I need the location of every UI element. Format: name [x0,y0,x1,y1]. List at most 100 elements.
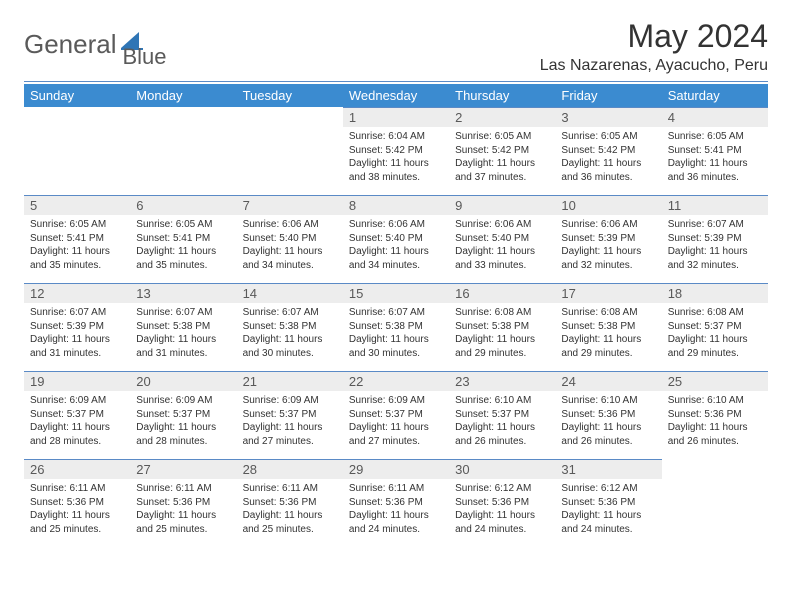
day-details: Sunrise: 6:11 AMSunset: 5:36 PMDaylight:… [24,479,130,540]
calendar-cell: 28Sunrise: 6:11 AMSunset: 5:36 PMDayligh… [237,459,343,547]
daylight-line: Daylight: 11 hours and 37 minutes. [455,157,549,184]
day-details: Sunrise: 6:09 AMSunset: 5:37 PMDaylight:… [343,391,449,452]
sunrise-line: Sunrise: 6:11 AM [349,482,443,496]
calendar-cell: 5Sunrise: 6:05 AMSunset: 5:41 PMDaylight… [24,195,130,283]
sunrise-line: Sunrise: 6:07 AM [243,306,337,320]
day-number: 5 [24,195,130,215]
day-details: Sunrise: 6:09 AMSunset: 5:37 PMDaylight:… [24,391,130,452]
calendar-cell: 15Sunrise: 6:07 AMSunset: 5:38 PMDayligh… [343,283,449,371]
daylight-line: Daylight: 11 hours and 24 minutes. [561,509,655,536]
day-details: Sunrise: 6:06 AMSunset: 5:39 PMDaylight:… [555,215,661,276]
daylight-line: Daylight: 11 hours and 38 minutes. [349,157,443,184]
sunset-line: Sunset: 5:37 PM [668,320,762,334]
daylight-line: Daylight: 11 hours and 25 minutes. [136,509,230,536]
sunset-line: Sunset: 5:38 PM [136,320,230,334]
calendar-cell: 18Sunrise: 6:08 AMSunset: 5:37 PMDayligh… [662,283,768,371]
day-details: Sunrise: 6:05 AMSunset: 5:42 PMDaylight:… [555,127,661,188]
day-number: 23 [449,371,555,391]
sunrise-line: Sunrise: 6:05 AM [668,130,762,144]
sunrise-line: Sunrise: 6:06 AM [561,218,655,232]
day-number: 16 [449,283,555,303]
calendar-week-row: 1Sunrise: 6:04 AMSunset: 5:42 PMDaylight… [24,107,768,195]
daylight-line: Daylight: 11 hours and 28 minutes. [136,421,230,448]
day-number: 24 [555,371,661,391]
sunset-line: Sunset: 5:41 PM [30,232,124,246]
sunset-line: Sunset: 5:36 PM [136,496,230,510]
logo-text-b: Blue [123,44,167,70]
calendar-cell: 21 Sunrise: 6:09 AMSunset: 5:37 PMDayligh… [237,371,343,459]
calendar-cell [662,459,768,547]
calendar-cell: 30Sunrise: 6:12 AMSunset: 5:36 PMDayligh… [449,459,555,547]
sunrise-line: Sunrise: 6:04 AM [349,130,443,144]
calendar-cell: 8Sunrise: 6:06 AMSunset: 5:40 PMDaylight… [343,195,449,283]
sunrise-line: Sunrise: 6:11 AM [243,482,337,496]
calendar-cell: 11Sunrise: 6:07 AMSunset: 5:39 PMDayligh… [662,195,768,283]
sunset-line: Sunset: 5:37 PM [243,408,337,422]
day-details: Sunrise: 6:12 AMSunset: 5:36 PMDaylight:… [449,479,555,540]
daylight-line: Daylight: 11 hours and 32 minutes. [561,245,655,272]
calendar-cell: 22Sunrise: 6:09 AMSunset: 5:37 PMDayligh… [343,371,449,459]
weekday-header: Friday [555,84,661,107]
calendar-cell: 27Sunrise: 6:11 AMSunset: 5:36 PMDayligh… [130,459,236,547]
daylight-line: Daylight: 11 hours and 27 minutes. [349,421,443,448]
logo: General Blue [24,18,167,70]
day-details: Sunrise: 6:11 AMSunset: 5:36 PMDaylight:… [130,479,236,540]
sunset-line: Sunset: 5:39 PM [561,232,655,246]
sunrise-line: Sunrise: 6:05 AM [561,130,655,144]
header-divider [24,81,768,82]
sunrise-line: Sunrise: 6:09 AM [243,394,337,408]
calendar-cell [237,107,343,195]
day-details: Sunrise: 6:06 AMSunset: 5:40 PMDaylight:… [237,215,343,276]
calendar-cell: 3Sunrise: 6:05 AMSunset: 5:42 PMDaylight… [555,107,661,195]
sunrise-line: Sunrise: 6:09 AM [349,394,443,408]
sunrise-line: Sunrise: 6:07 AM [136,306,230,320]
day-details: Sunrise: 6:09 AMSunset: 5:37 PMDaylight:… [130,391,236,452]
calendar-cell: 25Sunrise: 6:10 AMSunset: 5:36 PMDayligh… [662,371,768,459]
sunset-line: Sunset: 5:36 PM [349,496,443,510]
daylight-line: Daylight: 11 hours and 33 minutes. [455,245,549,272]
sunrise-line: Sunrise: 6:10 AM [668,394,762,408]
sunset-line: Sunset: 5:36 PM [668,408,762,422]
calendar-cell: 10Sunrise: 6:06 AMSunset: 5:39 PMDayligh… [555,195,661,283]
sunrise-line: Sunrise: 6:05 AM [455,130,549,144]
day-details: Sunrise: 6:10 AMSunset: 5:36 PMDaylight:… [555,391,661,452]
day-details: Sunrise: 6:05 AMSunset: 5:41 PMDaylight:… [130,215,236,276]
sunset-line: Sunset: 5:37 PM [136,408,230,422]
day-number: 15 [343,283,449,303]
day-details: Sunrise: 6:08 AMSunset: 5:38 PMDaylight:… [555,303,661,364]
sunset-line: Sunset: 5:37 PM [455,408,549,422]
sunset-line: Sunset: 5:37 PM [30,408,124,422]
weekday-header-row: SundayMondayTuesdayWednesdayThursdayFrid… [24,84,768,107]
sunrise-line: Sunrise: 6:10 AM [455,394,549,408]
calendar-cell: 20Sunrise: 6:09 AMSunset: 5:37 PMDayligh… [130,371,236,459]
daylight-line: Daylight: 11 hours and 35 minutes. [30,245,124,272]
day-details: Sunrise: 6:05 AMSunset: 5:42 PMDaylight:… [449,127,555,188]
day-details: Sunrise: 6:07 AMSunset: 5:38 PMDaylight:… [343,303,449,364]
daylight-line: Daylight: 11 hours and 24 minutes. [349,509,443,536]
sunset-line: Sunset: 5:38 PM [561,320,655,334]
calendar-table: SundayMondayTuesdayWednesdayThursdayFrid… [24,84,768,547]
daylight-line: Daylight: 11 hours and 35 minutes. [136,245,230,272]
calendar-cell: 19Sunrise: 6:09 AMSunset: 5:37 PMDayligh… [24,371,130,459]
calendar-cell: 29Sunrise: 6:11 AMSunset: 5:36 PMDayligh… [343,459,449,547]
weekday-header: Tuesday [237,84,343,107]
sunset-line: Sunset: 5:38 PM [243,320,337,334]
sunset-line: Sunset: 5:36 PM [30,496,124,510]
sunrise-line: Sunrise: 6:07 AM [349,306,443,320]
sunset-line: Sunset: 5:41 PM [136,232,230,246]
day-number: 9 [449,195,555,215]
weekday-header: Sunday [24,84,130,107]
calendar-cell: 7Sunrise: 6:06 AMSunset: 5:40 PMDaylight… [237,195,343,283]
calendar-cell: 14Sunrise: 6:07 AMSunset: 5:38 PMDayligh… [237,283,343,371]
daylight-line: Daylight: 11 hours and 27 minutes. [243,421,337,448]
calendar-cell [130,107,236,195]
calendar-week-row: 5Sunrise: 6:05 AMSunset: 5:41 PMDaylight… [24,195,768,283]
title-block: May 2024 Las Nazarenas, Ayacucho, Peru [540,18,768,75]
page-title: May 2024 [540,18,768,55]
day-number: 21 [237,371,343,391]
daylight-line: Daylight: 11 hours and 32 minutes. [668,245,762,272]
sunset-line: Sunset: 5:38 PM [349,320,443,334]
daylight-line: Daylight: 11 hours and 25 minutes. [30,509,124,536]
sunrise-line: Sunrise: 6:07 AM [30,306,124,320]
daylight-line: Daylight: 11 hours and 34 minutes. [243,245,337,272]
